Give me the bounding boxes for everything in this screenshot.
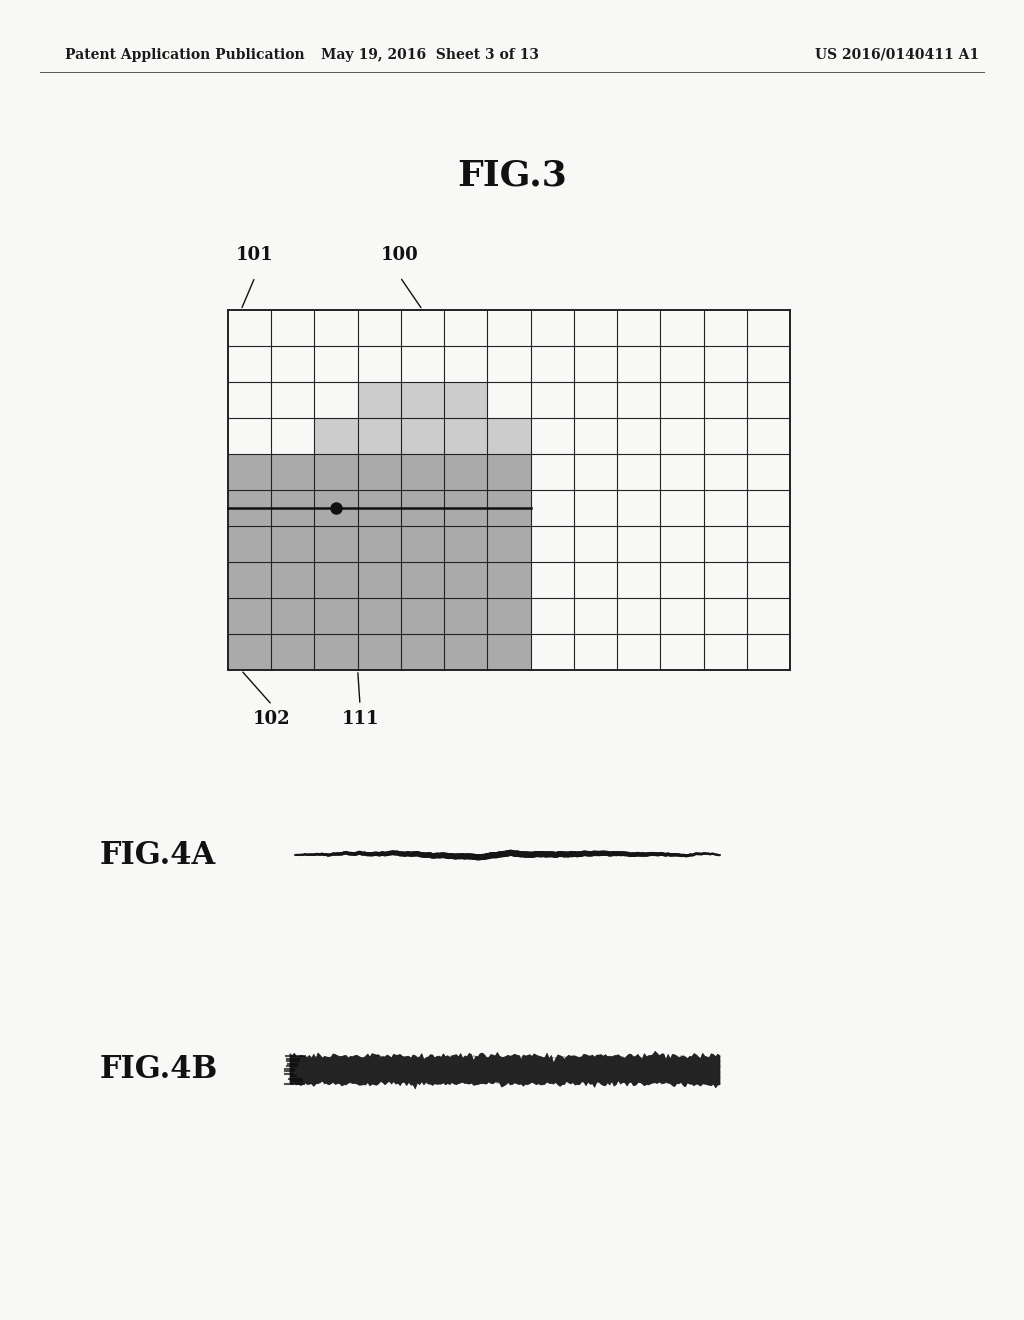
Bar <box>401 525 444 562</box>
Bar <box>314 598 357 634</box>
Bar <box>444 454 487 490</box>
Bar <box>357 454 401 490</box>
Text: FIG.4B: FIG.4B <box>100 1055 218 1085</box>
Bar <box>487 454 530 490</box>
Bar <box>444 525 487 562</box>
Bar <box>487 634 530 671</box>
Bar <box>444 634 487 671</box>
Bar <box>401 598 444 634</box>
Bar <box>314 634 357 671</box>
Bar <box>401 454 444 490</box>
Bar <box>444 562 487 598</box>
Bar <box>401 634 444 671</box>
Bar <box>401 562 444 598</box>
Bar <box>314 490 357 525</box>
Text: FIG.4A: FIG.4A <box>100 840 216 870</box>
Bar <box>314 418 357 454</box>
Text: 100: 100 <box>381 246 419 264</box>
Text: FIG.3: FIG.3 <box>457 158 567 191</box>
Text: US 2016/0140411 A1: US 2016/0140411 A1 <box>815 48 979 62</box>
Bar <box>271 562 314 598</box>
Bar <box>401 381 444 418</box>
Bar <box>314 454 357 490</box>
Bar <box>357 381 401 418</box>
Bar <box>314 454 357 490</box>
Bar <box>228 562 271 598</box>
Bar <box>487 490 530 525</box>
Text: Patent Application Publication: Patent Application Publication <box>65 48 304 62</box>
Bar <box>401 418 444 454</box>
Bar <box>314 562 357 598</box>
Text: May 19, 2016  Sheet 3 of 13: May 19, 2016 Sheet 3 of 13 <box>321 48 539 62</box>
Bar <box>401 490 444 525</box>
Text: 101: 101 <box>237 246 273 264</box>
Bar <box>228 454 271 490</box>
Bar <box>357 454 401 490</box>
Bar <box>357 418 401 454</box>
Bar <box>487 454 530 490</box>
Bar <box>444 490 487 525</box>
Bar <box>228 525 271 562</box>
Bar <box>487 562 530 598</box>
Bar <box>487 418 530 454</box>
Bar <box>444 598 487 634</box>
Text: 102: 102 <box>253 710 291 729</box>
Bar <box>271 454 314 490</box>
Bar <box>357 598 401 634</box>
Bar <box>444 454 487 490</box>
Bar <box>228 634 271 671</box>
Bar <box>357 562 401 598</box>
Bar <box>487 598 530 634</box>
Bar <box>314 525 357 562</box>
Bar <box>228 490 271 525</box>
Text: 111: 111 <box>341 710 379 729</box>
Bar <box>271 634 314 671</box>
Polygon shape <box>290 1051 720 1089</box>
Bar <box>487 525 530 562</box>
Bar <box>271 454 314 490</box>
Bar <box>271 490 314 525</box>
Bar <box>228 598 271 634</box>
Bar <box>444 418 487 454</box>
Bar <box>271 525 314 562</box>
Bar <box>357 525 401 562</box>
Bar <box>357 490 401 525</box>
Bar <box>444 381 487 418</box>
Bar <box>357 634 401 671</box>
Bar <box>401 454 444 490</box>
Bar <box>271 598 314 634</box>
